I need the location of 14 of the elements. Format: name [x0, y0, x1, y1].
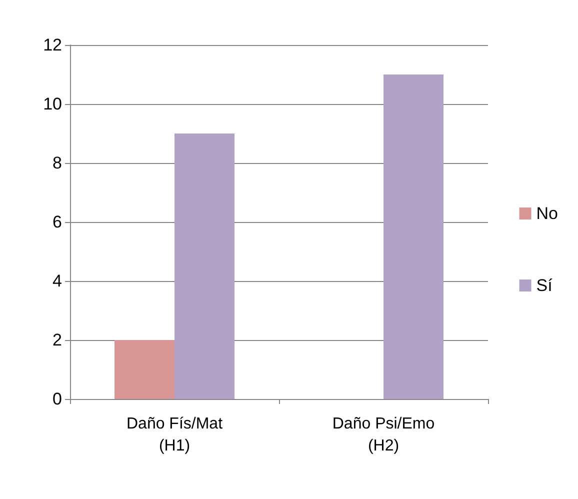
x-tick-label: Daño Psi/Emo (H2) — [332, 416, 435, 454]
legend-label: No — [536, 204, 558, 223]
legend-label: Sí — [536, 276, 553, 295]
y-tick-label: 2 — [52, 330, 62, 350]
bar — [174, 134, 234, 399]
x-tick-label: Daño Fís/Mat (H1) — [126, 416, 224, 454]
y-tick-label: 4 — [52, 272, 62, 290]
bar — [384, 74, 444, 399]
y-tick-label: 10 — [43, 94, 62, 114]
y-tick-label: 8 — [52, 154, 62, 172]
y-tick-label: 0 — [52, 390, 62, 408]
bar — [114, 340, 174, 399]
y-tick-label: 6 — [52, 212, 62, 232]
y-tick-label: 12 — [43, 36, 62, 54]
